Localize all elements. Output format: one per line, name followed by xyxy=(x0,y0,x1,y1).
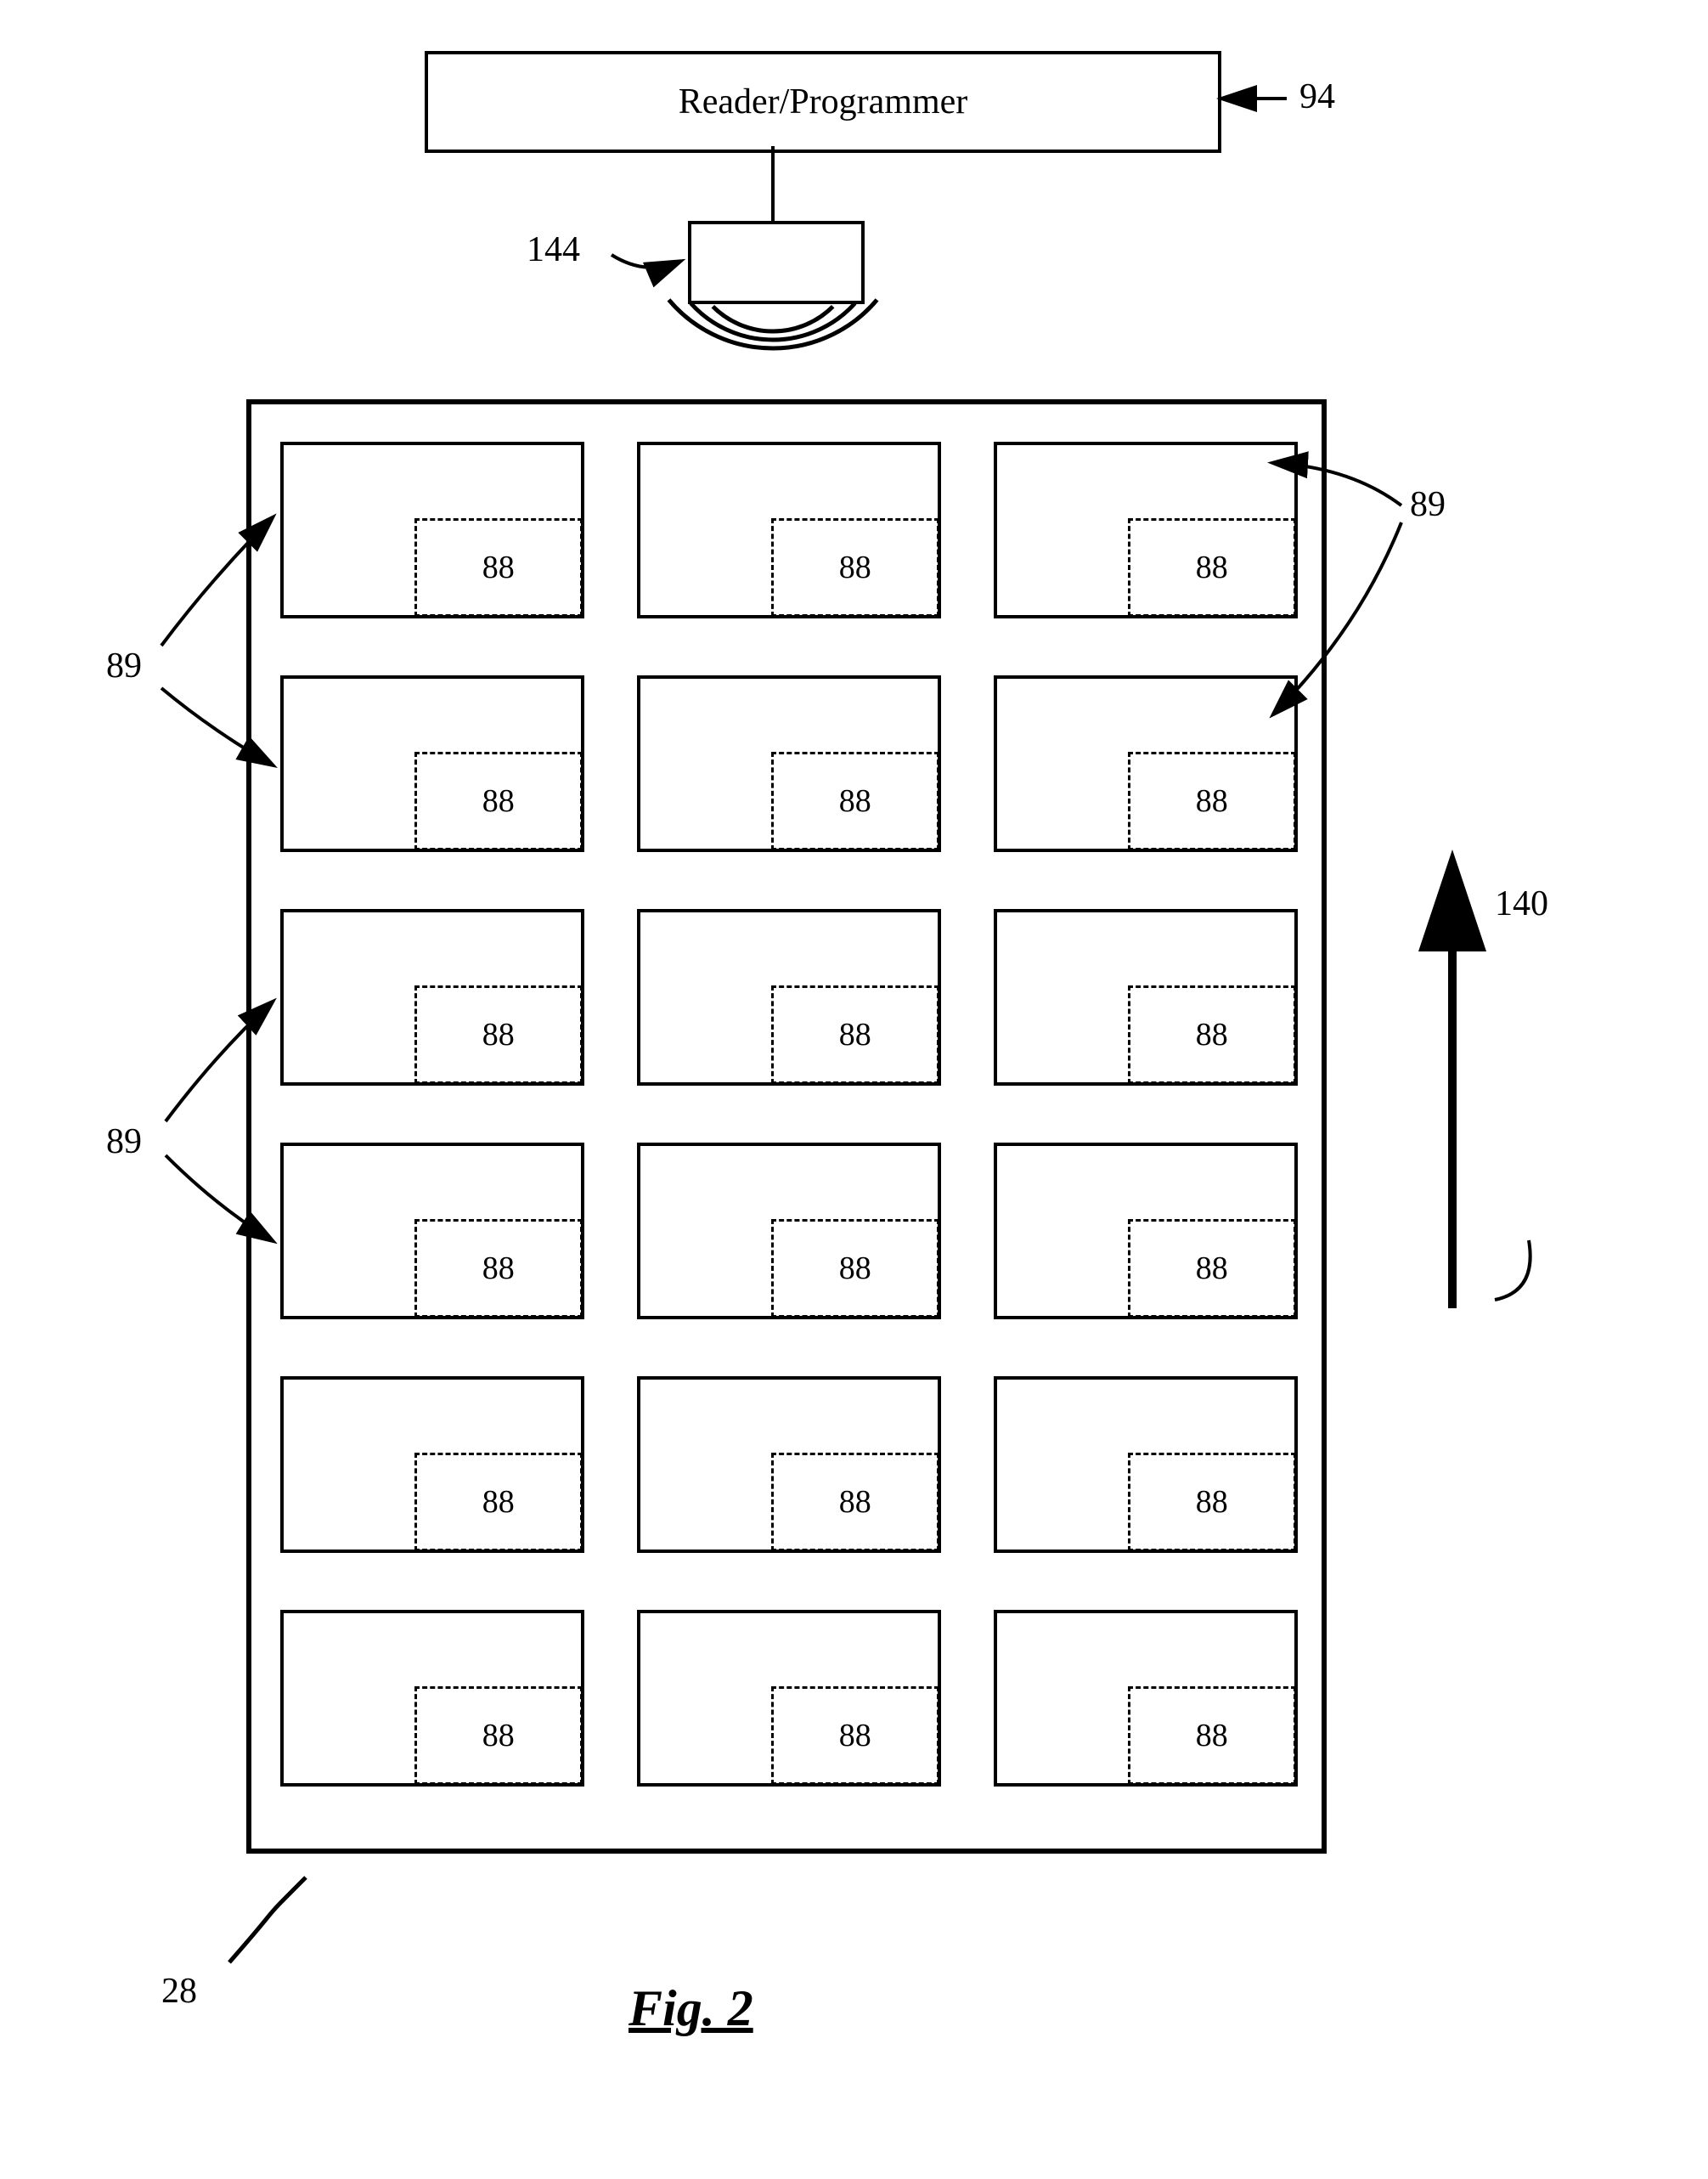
tag-label: 88 xyxy=(1196,1717,1228,1754)
rfid-tag: 88 xyxy=(414,752,583,850)
card: 88 xyxy=(280,675,584,852)
tag-label: 88 xyxy=(1196,549,1228,586)
tag-label: 88 xyxy=(482,1483,515,1521)
tag-label: 88 xyxy=(1196,1483,1228,1521)
card: 88 xyxy=(994,1610,1298,1787)
card: 88 xyxy=(994,1143,1298,1319)
tag-label: 88 xyxy=(839,549,871,586)
tag-label: 88 xyxy=(482,549,515,586)
ref-94: 94 xyxy=(1299,76,1335,117)
ref-89-left-mid: 89 xyxy=(106,1121,142,1162)
rfid-tag: 88 xyxy=(771,1686,940,1785)
rfid-tag: 88 xyxy=(414,1219,583,1318)
card: 88 xyxy=(637,909,941,1086)
ref-89-left-top: 89 xyxy=(106,646,142,686)
card: 88 xyxy=(637,442,941,618)
card: 88 xyxy=(280,1376,584,1553)
card: 88 xyxy=(994,675,1298,852)
ref-28: 28 xyxy=(161,1971,197,2012)
card: 88 xyxy=(280,1143,584,1319)
tag-label: 88 xyxy=(1196,1016,1228,1053)
rfid-tag: 88 xyxy=(414,518,583,617)
ref-89-right: 89 xyxy=(1410,484,1446,525)
card: 88 xyxy=(280,909,584,1086)
rfid-tag: 88 xyxy=(414,1453,583,1551)
card: 88 xyxy=(994,442,1298,618)
rfid-tag: 88 xyxy=(1128,985,1297,1084)
figure-caption: Fig. 2 xyxy=(629,1979,753,2038)
rfid-tag: 88 xyxy=(1128,1453,1297,1551)
tag-label: 88 xyxy=(482,1016,515,1053)
reader-programmer-box: Reader/Programmer xyxy=(425,51,1221,153)
tag-label: 88 xyxy=(839,1016,871,1053)
card: 88 xyxy=(280,1610,584,1787)
antenna-box xyxy=(688,221,865,304)
tag-label: 88 xyxy=(839,1483,871,1521)
tag-label: 88 xyxy=(482,782,515,820)
rfid-tag: 88 xyxy=(1128,518,1297,617)
card: 88 xyxy=(637,675,941,852)
rfid-tag: 88 xyxy=(771,518,940,617)
card: 88 xyxy=(637,1376,941,1553)
rfid-tag: 88 xyxy=(1128,1686,1297,1785)
rfid-tag: 88 xyxy=(1128,1219,1297,1318)
card: 88 xyxy=(994,909,1298,1086)
rfid-tag: 88 xyxy=(771,752,940,850)
tag-label: 88 xyxy=(482,1250,515,1287)
rfid-tag: 88 xyxy=(771,1453,940,1551)
tag-label: 88 xyxy=(1196,1250,1228,1287)
ref-140: 140 xyxy=(1495,883,1548,924)
card: 88 xyxy=(994,1376,1298,1553)
card: 88 xyxy=(280,442,584,618)
tag-label: 88 xyxy=(1196,782,1228,820)
card: 88 xyxy=(637,1143,941,1319)
tag-label: 88 xyxy=(839,1250,871,1287)
rfid-tag: 88 xyxy=(414,985,583,1084)
tag-label: 88 xyxy=(482,1717,515,1754)
rfid-tag: 88 xyxy=(771,985,940,1084)
tag-label: 88 xyxy=(839,782,871,820)
card: 88 xyxy=(637,1610,941,1787)
ref-144: 144 xyxy=(527,229,580,270)
reader-programmer-label: Reader/Programmer xyxy=(679,84,968,120)
rfid-tag: 88 xyxy=(414,1686,583,1785)
rfid-tag: 88 xyxy=(771,1219,940,1318)
rfid-tag: 88 xyxy=(1128,752,1297,850)
tag-label: 88 xyxy=(839,1717,871,1754)
